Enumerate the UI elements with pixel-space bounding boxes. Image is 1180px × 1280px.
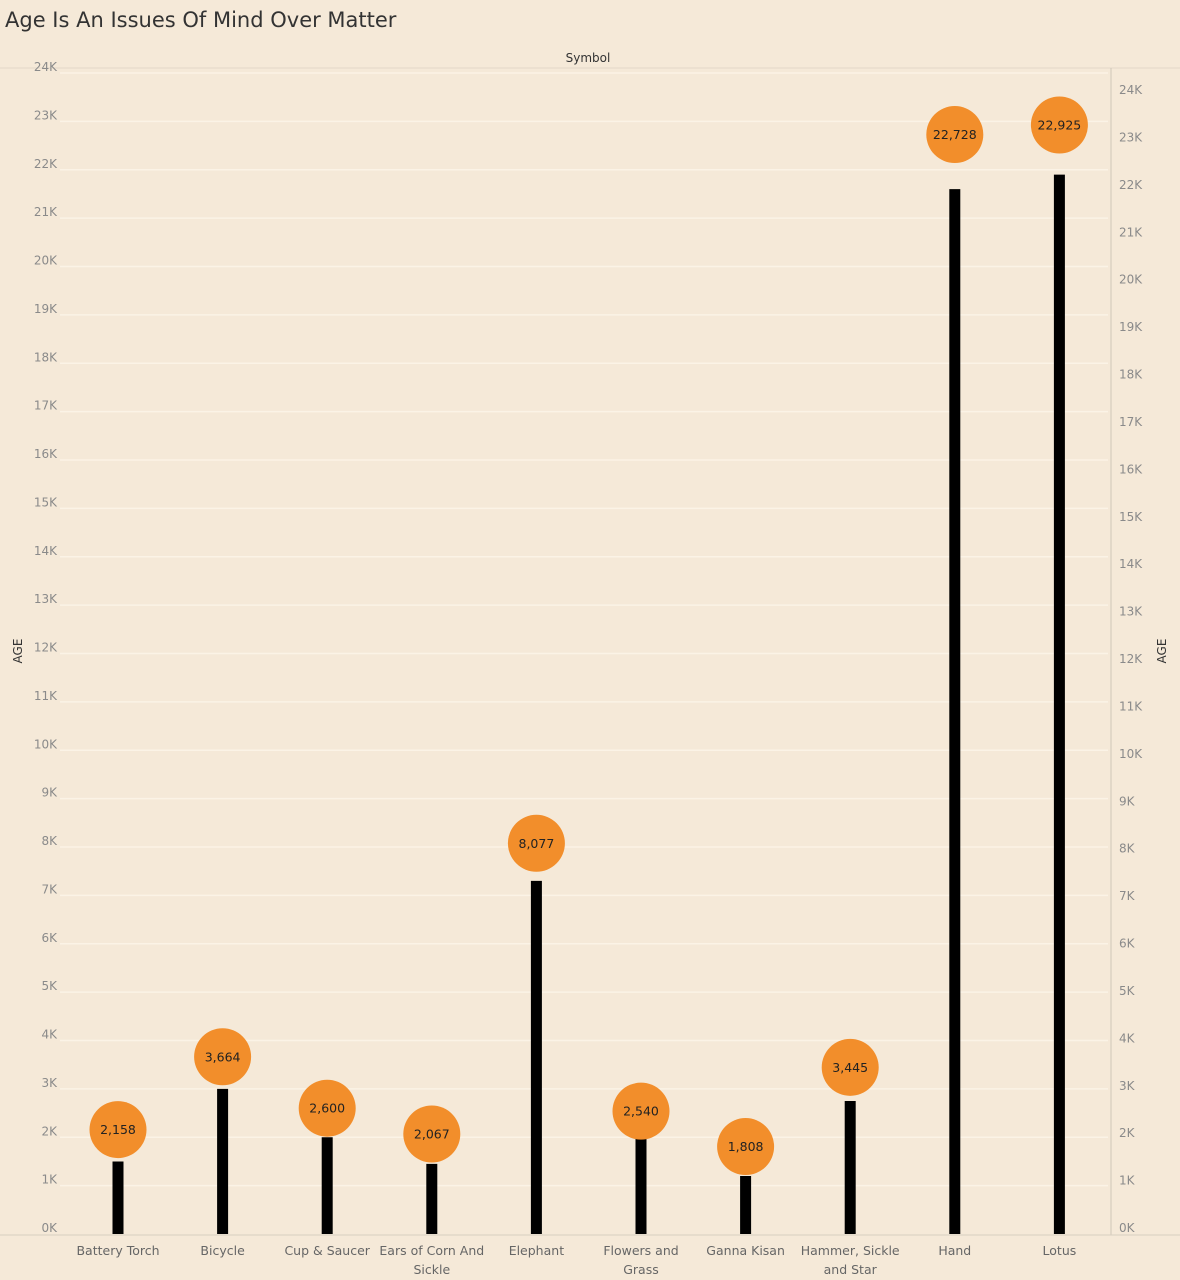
lollipop-circle xyxy=(194,1028,252,1086)
y-tick-label-right: 11K xyxy=(1119,699,1143,713)
chart-title: Age Is An Issues Of Mind Over Matter xyxy=(5,8,397,32)
lollipop-circle xyxy=(403,1105,461,1163)
x-tick-label: Bicycle xyxy=(200,1243,245,1258)
data-label: 1,808 xyxy=(728,1139,764,1154)
y-tick-label-left: 7K xyxy=(41,882,58,896)
y-tick-label-left: 0K xyxy=(41,1221,58,1235)
y-tick-label-right: 14K xyxy=(1119,557,1143,571)
lollipop-circle xyxy=(717,1118,775,1176)
y-tick-label-left: 13K xyxy=(34,592,58,606)
y-tick-label-right: 0K xyxy=(1119,1221,1136,1235)
y-tick-label-right: 24K xyxy=(1119,83,1143,97)
y-tick-label-right: 7K xyxy=(1119,889,1136,903)
y-tick-label-right: 23K xyxy=(1119,130,1143,144)
y-tick-label-right: 5K xyxy=(1119,984,1136,998)
x-tick-label: Flowers and xyxy=(603,1243,678,1258)
x-tick-label: Cup & Saucer xyxy=(284,1243,370,1258)
y-tick-label-right: 8K xyxy=(1119,842,1136,856)
y-tick-label-right: 22K xyxy=(1119,178,1143,192)
x-tick-label: Elephant xyxy=(509,1243,565,1258)
x-tick-label: Grass xyxy=(623,1262,659,1277)
chart-marks: 2,158 3,664 2,600 2,067 8,077 2,540 1,808 3,445… xyxy=(89,96,1088,1234)
y-tick-label-right: 18K xyxy=(1119,368,1143,382)
x-tick-label: Sickle xyxy=(413,1262,450,1277)
y-tick-label-left: 14K xyxy=(34,544,58,558)
y-tick-label-left: 22K xyxy=(34,157,58,171)
lollipop-circle xyxy=(1030,96,1088,154)
y-tick-label-right: 15K xyxy=(1119,510,1143,524)
lollipop-circle xyxy=(612,1082,670,1140)
y-tick-label-left: 19K xyxy=(34,302,58,316)
y-tick-label-left: 10K xyxy=(34,737,58,751)
y-tick-label-left: 16K xyxy=(34,447,58,461)
y-tick-label-right: 1K xyxy=(1119,1174,1136,1188)
y-tick-label-right: 17K xyxy=(1119,415,1143,429)
data-label: 22,925 xyxy=(1038,118,1082,133)
y-tick-label-right: 6K xyxy=(1119,937,1136,951)
y-axis-right: 0K 1K 2K 3K 4K 5K 6K 7K 8K 9K 10K 11K 12K 13K 14K 15K 16… xyxy=(1119,83,1143,1235)
y-tick-label-left: 1K xyxy=(41,1173,58,1187)
y-tick-label-right: 20K xyxy=(1119,273,1143,287)
y-tick-label-right: 16K xyxy=(1119,462,1143,476)
x-tick-label: Ganna Kisan xyxy=(706,1243,785,1258)
lollipop-circle xyxy=(821,1038,879,1096)
x-tick-label: Hand xyxy=(938,1243,971,1258)
y-tick-label-right: 9K xyxy=(1119,794,1136,808)
data-label: 3,664 xyxy=(205,1049,241,1064)
lollipop-circle xyxy=(507,814,565,872)
data-label: 2,067 xyxy=(414,1127,450,1142)
y-axis-left: 0K 1K 2K 3K 4K 5K 6K 7K 8K 9K 10K 11K 12K 13K 14K 15K 16… xyxy=(34,60,58,1235)
y-axis-title-left: AGE xyxy=(11,639,25,664)
data-label: 2,540 xyxy=(623,1104,659,1119)
lollipop-circle xyxy=(926,106,984,164)
y-tick-label-right: 2K xyxy=(1119,1126,1136,1140)
column-header: Symbol xyxy=(566,51,611,65)
y-tick-label-right: 19K xyxy=(1119,320,1143,334)
data-label: 2,158 xyxy=(100,1122,136,1137)
y-tick-label-right: 12K xyxy=(1119,652,1143,666)
y-tick-label-right: 3K xyxy=(1119,1079,1136,1093)
y-tick-label-right: 10K xyxy=(1119,747,1143,761)
data-label: 3,445 xyxy=(832,1060,868,1075)
x-tick-label: Hammer, Sickle xyxy=(801,1243,900,1258)
y-tick-label-right: 21K xyxy=(1119,225,1143,239)
y-tick-label-left: 21K xyxy=(34,205,58,219)
x-tick-label: and Star xyxy=(824,1262,878,1277)
x-tick-label: Lotus xyxy=(1043,1243,1077,1258)
y-tick-label-left: 23K xyxy=(34,108,58,122)
x-tick-label: Battery Torch xyxy=(76,1243,159,1258)
data-label: 22,728 xyxy=(933,127,977,142)
y-tick-label-left: 12K xyxy=(34,641,58,655)
x-tick-label: Ears of Corn And xyxy=(379,1243,484,1258)
y-tick-label-left: 11K xyxy=(34,689,58,703)
y-tick-label-left: 18K xyxy=(34,350,58,364)
gridlines xyxy=(60,72,1108,1187)
y-tick-label-left: 17K xyxy=(34,399,58,413)
y-tick-label-left: 2K xyxy=(41,1124,58,1138)
lollipop-circle xyxy=(298,1079,356,1137)
data-label: 8,077 xyxy=(519,836,555,851)
y-tick-label-left: 4K xyxy=(41,1028,58,1042)
y-tick-label-right: 13K xyxy=(1119,605,1143,619)
y-tick-label-left: 8K xyxy=(41,834,58,848)
y-axis-title-right: AGE xyxy=(1155,639,1169,664)
y-tick-label-left: 3K xyxy=(41,1076,58,1090)
lollipop-circle xyxy=(89,1101,147,1159)
x-axis-categories: Battery Torch Bicycle Cup & Saucer Ears of … xyxy=(76,1243,1076,1277)
y-tick-label-left: 15K xyxy=(34,495,58,509)
y-tick-label-left: 24K xyxy=(34,60,58,74)
y-tick-label-right: 4K xyxy=(1119,1031,1136,1045)
y-tick-label-left: 9K xyxy=(41,786,58,800)
y-tick-label-left: 6K xyxy=(41,931,58,945)
data-label: 2,600 xyxy=(309,1101,345,1116)
y-tick-label-left: 20K xyxy=(34,254,58,268)
y-tick-label-left: 5K xyxy=(41,979,58,993)
